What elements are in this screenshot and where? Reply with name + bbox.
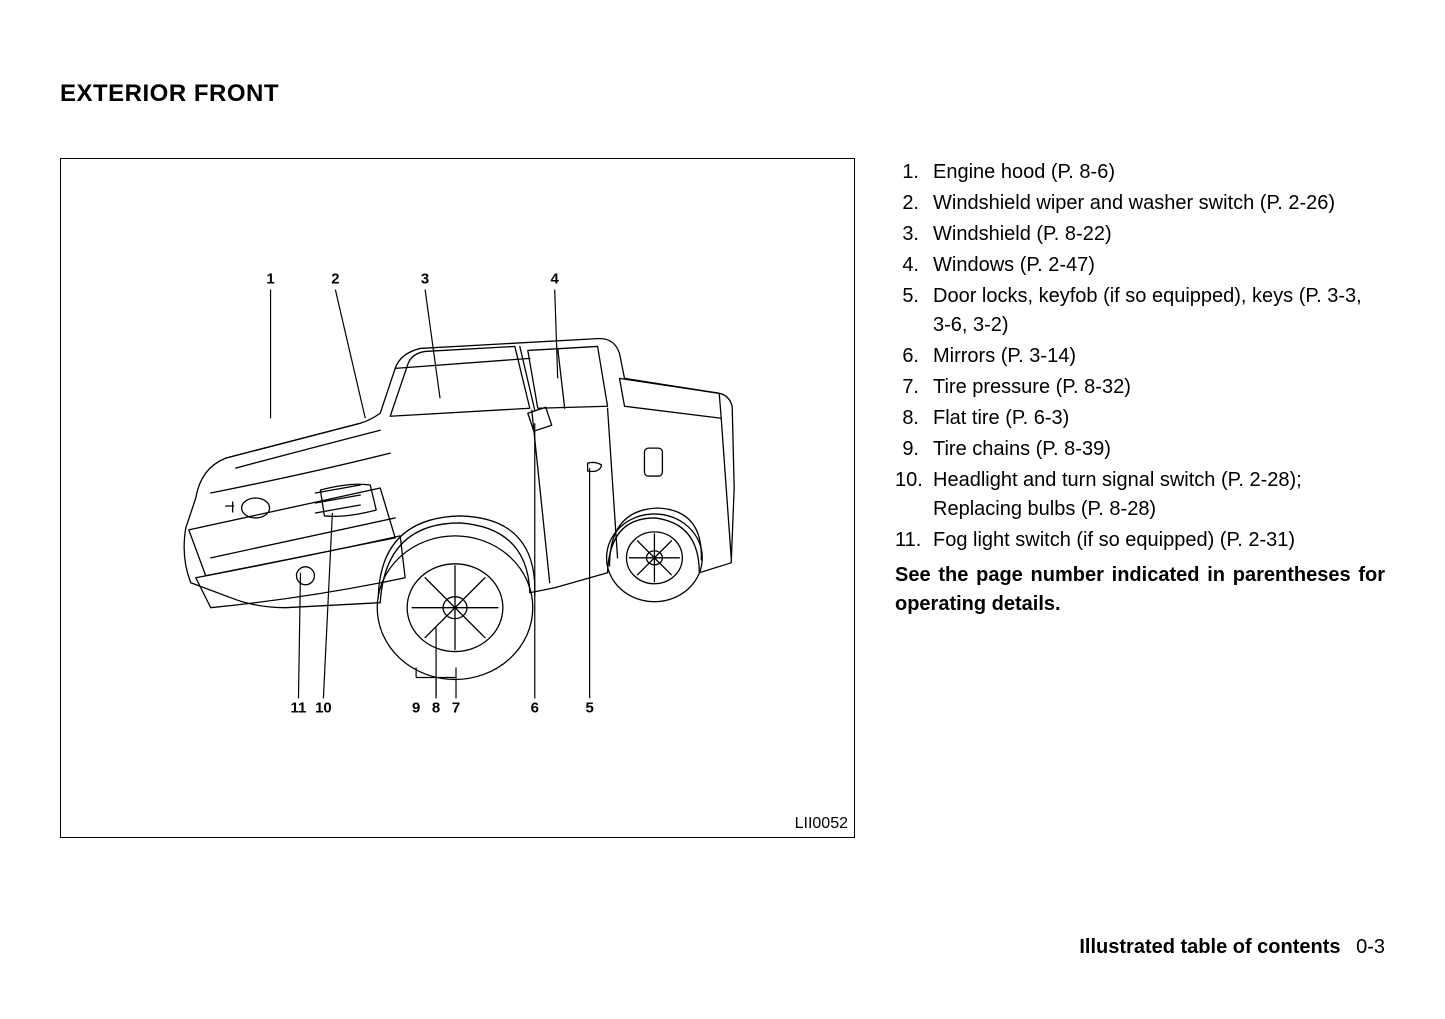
callout-text: Engine hood (P. 8-6) [933,158,1385,187]
diagram-label: 8 [432,699,440,716]
callout-item: 6.Mirrors (P. 3-14) [895,342,1385,371]
callout-text: Windows (P. 2-47) [933,251,1385,280]
callout-number: 8. [895,404,933,433]
callout-text: Door locks, keyfob (if so equipped), key… [933,282,1385,340]
callout-text: Flat tire (P. 6-3) [933,404,1385,433]
diagram-label: 11 [291,699,307,716]
callout-list: 1.Engine hood (P. 8-6)2.Windshield wiper… [895,158,1385,838]
diagram-label: 4 [551,271,560,288]
callout-text: Tire chains (P. 8-39) [933,435,1385,464]
diagram-label: 7 [452,699,460,716]
callout-number: 9. [895,435,933,464]
diagram-label: 6 [531,699,539,716]
callout-item: 11.Fog light switch (if so equipped) (P.… [895,526,1385,555]
diagram-label: 2 [331,271,339,288]
diagram-label: 9 [412,699,420,716]
callout-item: 1.Engine hood (P. 8-6) [895,158,1385,187]
content-row: 1 2 3 4 11 10 987 6 5 LII0052 1.Engine hood (P.… [60,158,1385,838]
callout-item: 7.Tire pressure (P. 8-32) [895,373,1385,402]
reference-note: See the page number indicated in parenth… [895,561,1385,619]
diagram-label: 10 [315,699,332,716]
callout-text: Windshield (P. 8-22) [933,220,1385,249]
callout-item: 5.Door locks, keyfob (if so equipped), k… [895,282,1385,340]
diagram-label: 3 [421,271,429,288]
callout-number: 11. [895,526,933,555]
callout-number: 10. [895,466,933,524]
callout-number: 2. [895,189,933,218]
diagram-label: 1 [266,271,274,288]
diagram-svg: 1 2 3 4 11 10 987 6 5 [61,159,854,837]
footer-title: Illustrated table of contents [1079,936,1340,958]
diagram-label: 5 [585,699,593,716]
vehicle-diagram: 1 2 3 4 11 10 987 6 5 LII0052 [60,158,855,838]
callout-text: Windshield wiper and washer switch (P. 2… [933,189,1385,218]
callout-item: 9.Tire chains (P. 8-39) [895,435,1385,464]
callout-item: 8.Flat tire (P. 6-3) [895,404,1385,433]
callout-number: 3. [895,220,933,249]
callout-text: Mirrors (P. 3-14) [933,342,1385,371]
callout-text: Fog light switch (if so equipped) (P. 2-… [933,526,1385,555]
callout-text: Tire pressure (P. 8-32) [933,373,1385,402]
diagram-id: LII0052 [795,815,848,833]
manual-page: EXTERIOR FRONT [0,0,1445,1019]
callout-number: 7. [895,373,933,402]
callout-text: Headlight and turn signal switch (P. 2-2… [933,466,1385,524]
callout-number: 1. [895,158,933,187]
callout-ol: 1.Engine hood (P. 8-6)2.Windshield wiper… [895,158,1385,555]
callout-item: 4.Windows (P. 2-47) [895,251,1385,280]
page-footer: Illustrated table of contents 0-3 [1079,936,1385,959]
callout-item: 2.Windshield wiper and washer switch (P.… [895,189,1385,218]
callout-item: 10.Headlight and turn signal switch (P. … [895,466,1385,524]
callout-number: 4. [895,251,933,280]
section-title: EXTERIOR FRONT [60,80,1385,108]
callout-number: 5. [895,282,933,340]
callout-item: 3.Windshield (P. 8-22) [895,220,1385,249]
footer-page-number: 0-3 [1356,936,1385,958]
callout-number: 6. [895,342,933,371]
